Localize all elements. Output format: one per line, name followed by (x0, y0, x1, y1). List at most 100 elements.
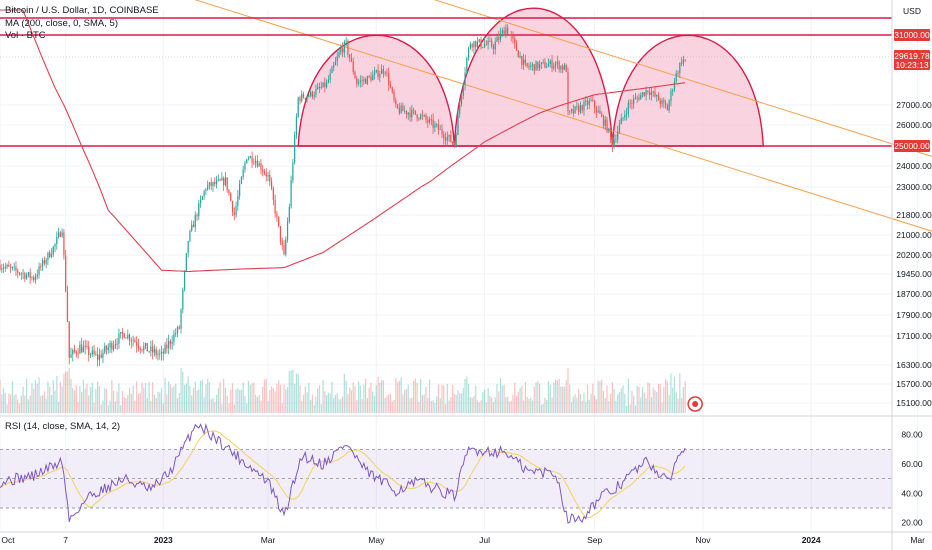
candle-body (537, 61, 539, 69)
candle-body (475, 41, 477, 48)
volume-bar (217, 388, 219, 413)
candle-body (389, 85, 392, 88)
volume-bar (288, 371, 290, 413)
candle (299, 95, 301, 105)
candle (666, 103, 669, 111)
candle (508, 34, 511, 36)
candle (569, 110, 571, 115)
candle (412, 107, 415, 115)
volume-bar (0, 379, 1, 413)
volume-bar (657, 383, 660, 413)
candle (402, 102, 404, 112)
volume-bar (72, 388, 74, 413)
volume-bar (13, 395, 15, 413)
volume-bar (100, 404, 102, 413)
volume-bar (168, 381, 170, 413)
candle-body (329, 73, 331, 80)
volume-bar (499, 378, 502, 413)
candle (182, 287, 184, 314)
volume-bar (425, 386, 427, 413)
candle-body (31, 277, 33, 279)
volume-bar (443, 385, 445, 413)
candle-body (153, 349, 156, 353)
candle-body (88, 346, 90, 356)
volume-bar (601, 379, 603, 413)
candle (420, 113, 422, 121)
volume-bar (604, 397, 606, 413)
volume-bar (111, 380, 113, 413)
candle-body (65, 255, 67, 292)
candle (460, 94, 463, 107)
candle (535, 60, 537, 71)
candle (334, 56, 337, 66)
candle-body (349, 54, 351, 59)
candle (604, 115, 606, 130)
volume-bar (439, 398, 441, 413)
candle (214, 177, 216, 187)
volume-bar (207, 379, 209, 413)
price-tick-label: 15700.00 (896, 379, 932, 389)
candle (560, 65, 562, 74)
candle (611, 135, 613, 153)
candle (549, 59, 551, 68)
candle (185, 253, 187, 272)
candle (134, 337, 136, 343)
candle (285, 236, 287, 257)
volume-bar (22, 386, 24, 413)
candle-body (86, 345, 88, 347)
candle-body (340, 48, 342, 53)
candle-body (4, 266, 6, 269)
volume-bar (79, 385, 81, 413)
candle-body (223, 177, 225, 185)
volume-bar (86, 383, 88, 413)
candle (61, 228, 63, 238)
candle-body (201, 196, 203, 200)
candle-body (682, 59, 684, 64)
candle (349, 54, 351, 63)
candle (592, 95, 594, 103)
candle (88, 340, 90, 362)
candle-body (420, 114, 422, 119)
candle (219, 178, 221, 182)
candle-body (379, 74, 381, 78)
volume-bar (194, 381, 196, 413)
candle-body (357, 82, 360, 84)
volume-bar (437, 384, 440, 413)
candle (128, 333, 131, 346)
candle-body (441, 128, 443, 135)
candle-body (47, 252, 49, 261)
candle-body (308, 96, 310, 97)
candle-body (295, 116, 298, 136)
candle-body (466, 57, 468, 73)
volume-bar (185, 383, 187, 413)
volume-bar (137, 393, 140, 413)
candle (208, 182, 211, 190)
candle (317, 82, 319, 90)
volume-bar (666, 381, 669, 413)
candle-body (175, 333, 177, 334)
candle-body (54, 244, 56, 247)
candle (370, 72, 372, 83)
volume-bar (643, 392, 645, 413)
candle (120, 331, 122, 339)
volume-bar (65, 371, 67, 413)
candle (446, 131, 448, 147)
volume-bar (627, 378, 629, 413)
candle (416, 114, 418, 122)
candle-body (356, 78, 358, 84)
candle-body (11, 267, 14, 268)
volume-bar (306, 392, 308, 413)
candle-body (480, 39, 482, 48)
volume-bar (178, 392, 180, 413)
candle (452, 141, 454, 146)
candle (475, 40, 477, 52)
candle (428, 116, 431, 125)
volume-bar (672, 387, 674, 413)
price-tick-label: 17900.00 (896, 310, 932, 320)
candle (183, 270, 186, 292)
candle-body (97, 354, 99, 360)
volume-bar (507, 396, 509, 413)
volume-bar (15, 394, 17, 413)
candle-body (240, 177, 243, 184)
